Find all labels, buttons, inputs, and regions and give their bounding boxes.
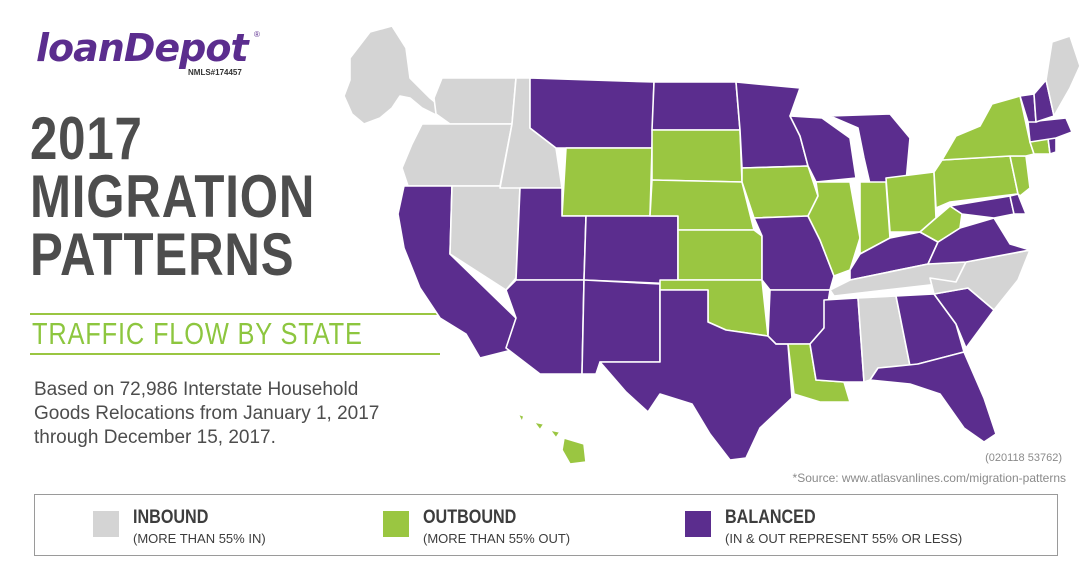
subtitle: TRAFFIC FLOW BY STATE [32,316,363,351]
legend-desc: (IN & OUT REPRESENT 55% OR LESS) [725,531,963,546]
logo-nmls: NMLS#174457 [188,68,242,77]
state-wa [433,77,517,125]
legend-title: BALANCED [725,507,816,528]
title-line-patterns: PATTERNS [30,221,295,288]
logo-wordmark: loanDepot [36,26,249,70]
description-line: Based on 72,986 Interstate Household [34,379,359,400]
state-wi [789,115,857,183]
state-az [505,279,585,375]
state-il [807,181,861,277]
state-mt [529,77,655,149]
us-migration-map [343,25,1080,465]
chart-code: (020118 53762) [985,452,1062,464]
state-nm [581,279,661,375]
state-me [1045,35,1080,117]
state-hi [517,413,587,465]
state-ak [343,25,443,125]
loandepot-logo: loanDepot ® NMLS#174457 [36,28,266,80]
state-tx [599,289,793,461]
legend-swatch-outbound [383,511,409,537]
state-co [583,215,679,285]
state-ia [741,165,819,219]
legend-title: OUTBOUND [423,507,517,528]
state-nd [651,81,741,131]
map-legend: INBOUND (MORE THAN 55% IN) OUTBOUND (MOR… [34,494,1058,556]
description-line: through December 15, 2017. [34,427,276,448]
description: Based on 72,986 Interstate Household Goo… [34,378,414,450]
state-oh [885,171,937,233]
state-ma [1027,117,1073,143]
legend-desc: (MORE THAN 55% IN) [133,531,266,546]
legend-title: INBOUND [133,507,209,528]
state-nc [929,249,1031,311]
divider-bottom [30,353,440,355]
page-title: 2017 MIGRATION PATTERNS [30,105,316,288]
title-line-year: 2017 [30,105,143,172]
logo-trademark: ® [254,30,260,39]
state-wy [561,147,653,217]
description-line: Goods Relocations from January 1, 2017 [34,403,380,424]
source-note: *Source: www.atlasvanlines.com/migration… [792,471,1066,485]
state-ny [941,95,1035,161]
legend-swatch-inbound [93,511,119,537]
state-de [1009,193,1027,215]
legend-swatch-balanced [685,511,711,537]
divider-top [30,313,440,315]
legend-desc: (MORE THAN 55% OUT) [423,531,571,546]
state-ks [677,229,763,281]
state-or [401,123,513,187]
state-fl [869,351,997,443]
state-ri [1047,137,1057,155]
title-line-migration: MIGRATION [30,163,316,230]
state-sd [651,129,743,183]
